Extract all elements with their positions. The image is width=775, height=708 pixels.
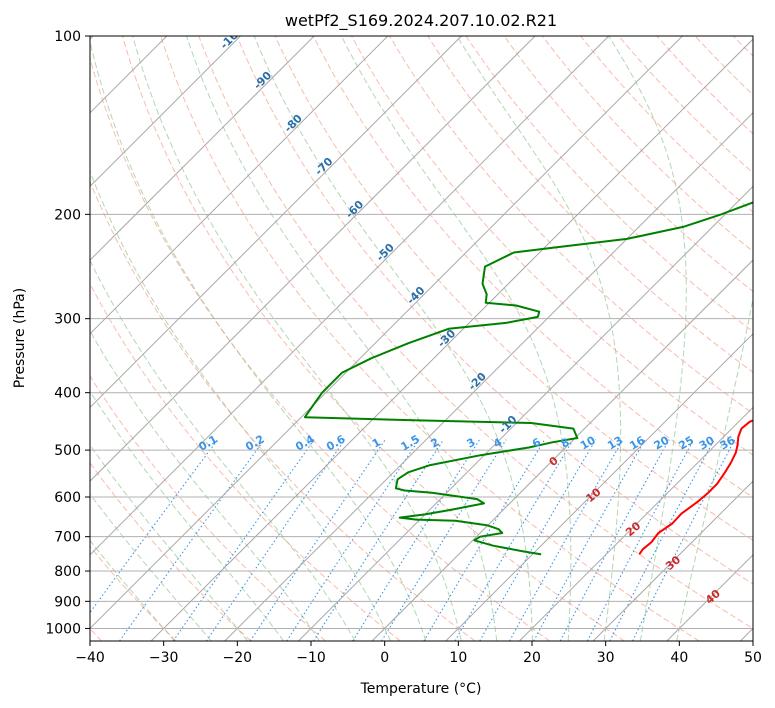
isotherm-line bbox=[90, 36, 241, 188]
x-tick-label: 50 bbox=[744, 650, 762, 666]
isotherm-line bbox=[90, 36, 536, 482]
y-tick-label: 700 bbox=[54, 530, 81, 546]
x-tick-label: 40 bbox=[670, 650, 688, 666]
x-tick-label: −10 bbox=[296, 650, 326, 666]
dry-adiabat-line bbox=[236, 36, 753, 585]
dry-adiabat-line bbox=[312, 36, 753, 498]
y-tick-label: 300 bbox=[54, 312, 81, 328]
mixing-ratio-lines bbox=[90, 439, 736, 641]
x-axis-label: Temperature (°C) bbox=[360, 681, 482, 697]
dry-adiabat-line bbox=[198, 36, 753, 629]
isotherm-line bbox=[224, 112, 753, 641]
y-tick-label: 400 bbox=[54, 386, 81, 402]
moist-adiabat-line bbox=[340, 36, 572, 641]
mixing-ratio-line bbox=[352, 439, 481, 641]
dry-adiabat-line bbox=[90, 462, 252, 641]
y-axis-label: Pressure (hPa) bbox=[12, 288, 28, 388]
isotherm-line bbox=[371, 259, 753, 641]
isobar-gridlines bbox=[90, 36, 753, 629]
y-tick-label: 1000 bbox=[45, 621, 81, 637]
isotherm-line bbox=[298, 185, 753, 641]
profiles bbox=[303, 201, 753, 556]
moist-adiabats bbox=[90, 36, 753, 641]
dry-adiabat-line bbox=[427, 36, 753, 373]
moist-adiabat-line bbox=[90, 259, 356, 641]
moist-adiabat-line bbox=[608, 36, 687, 641]
moist-adiabat-line bbox=[253, 36, 533, 641]
profile-line-1 bbox=[638, 419, 753, 555]
mixing-ratio-line bbox=[533, 439, 646, 641]
isotherm-line bbox=[90, 36, 462, 409]
isotherm-line bbox=[592, 480, 753, 641]
x-tick-label: 10 bbox=[449, 650, 467, 666]
mixing-ratio-line bbox=[559, 439, 670, 641]
x-tick-label: −20 bbox=[223, 650, 253, 666]
dry-adiabat-line bbox=[90, 545, 177, 641]
isotherm-line bbox=[445, 333, 753, 641]
dry-adiabat-line bbox=[90, 375, 326, 641]
dry-adiabat-line bbox=[503, 36, 753, 293]
mixing-ratio-line bbox=[479, 439, 597, 641]
moist-adiabat-line bbox=[186, 36, 498, 641]
moist-adiabat-line bbox=[90, 39, 427, 641]
y-tick-label: 800 bbox=[54, 564, 81, 580]
isotherm-line bbox=[90, 36, 315, 261]
isotherm-line bbox=[90, 36, 683, 630]
plot-area: 0.1 0.2 0.4 0.6 1 1.5 2 3 4 6 8 10 13 16 20 25 30 36-100-… bbox=[90, 36, 753, 641]
moist-adiabat-line bbox=[676, 295, 753, 641]
mixing-ratio-line bbox=[454, 439, 574, 641]
isotherm-line bbox=[90, 36, 610, 556]
mixing-ratio-line bbox=[632, 439, 736, 641]
y-tick-label: 500 bbox=[54, 443, 81, 459]
dry-adiabat-line bbox=[90, 56, 550, 641]
plot-frame bbox=[89, 35, 754, 642]
x-tick-label: −40 bbox=[75, 650, 105, 666]
moist-adiabat-line bbox=[90, 390, 285, 641]
mixing-ratio-line bbox=[286, 439, 420, 641]
y-axis-ticks: 100 200 300 400 500 600 700 800 900 1000 bbox=[45, 29, 90, 637]
moist-adiabat-line bbox=[90, 493, 212, 641]
isotherm-line bbox=[150, 38, 753, 641]
mixing-ratio-line bbox=[90, 439, 219, 614]
y-tick-label: 600 bbox=[54, 490, 81, 506]
profile-line-2 bbox=[303, 201, 753, 556]
y-tick-label: 100 bbox=[54, 29, 81, 45]
dry-adiabats bbox=[90, 36, 753, 641]
y-tick-label: 900 bbox=[54, 594, 81, 610]
dry-adiabat-line bbox=[90, 180, 476, 641]
chart-title: wetPf2_S169.2024.207.10.02.R21 bbox=[285, 11, 557, 31]
isotherm-line bbox=[519, 406, 753, 641]
dry-adiabat-line bbox=[121, 36, 625, 641]
x-tick-label: 30 bbox=[597, 650, 615, 666]
mixing-ratio-line bbox=[423, 439, 546, 641]
mixing-ratio-line bbox=[249, 439, 386, 641]
x-tick-label: 0 bbox=[380, 650, 389, 666]
mixing-ratio-line bbox=[313, 439, 445, 641]
x-tick-label: 20 bbox=[523, 650, 541, 666]
mixing-ratio-line bbox=[119, 439, 265, 641]
moist-adiabat-line bbox=[90, 444, 248, 641]
x-axis-ticks: −40 −30 −20 −10 0 10 20 30 40 50 bbox=[75, 641, 762, 666]
dry-adiabat-line bbox=[90, 282, 401, 641]
moist-adiabat-line bbox=[132, 36, 462, 641]
moist-adiabat-line bbox=[90, 539, 176, 641]
isotherm-line bbox=[90, 36, 389, 335]
mixing-ratio-line bbox=[509, 439, 624, 641]
skewed-isotherms bbox=[90, 36, 753, 641]
y-tick-label: 200 bbox=[54, 207, 81, 223]
x-tick-label: −30 bbox=[149, 650, 179, 666]
moist-adiabat-line bbox=[90, 170, 391, 641]
mixing-ratio-line bbox=[172, 439, 315, 641]
dry-adiabat-line bbox=[389, 36, 753, 415]
